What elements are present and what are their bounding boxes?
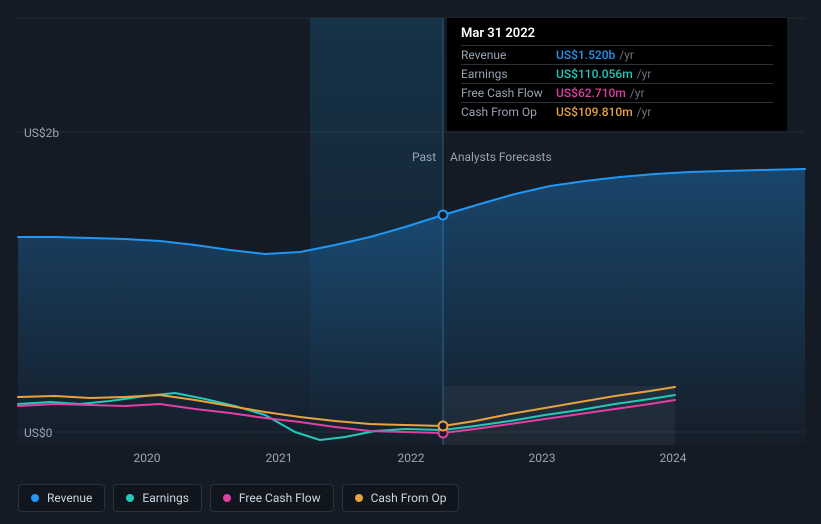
x-axis-label: 2021 xyxy=(266,451,293,465)
legend-label: Cash From Op xyxy=(371,491,447,505)
tooltip-row-value: US$62.710m xyxy=(556,86,626,100)
tooltip-row: Free Cash FlowUS$62.710m/yr xyxy=(461,83,773,102)
tooltip-row-label: Earnings xyxy=(461,67,556,81)
tooltip-row: EarningsUS$110.056m/yr xyxy=(461,64,773,83)
legend-label: Earnings xyxy=(142,491,189,505)
legend-dot-icon xyxy=(31,494,39,502)
legend-dot-icon xyxy=(355,494,363,502)
legend-item-cashop[interactable]: Cash From Op xyxy=(342,484,460,512)
legend-label: Revenue xyxy=(47,491,92,505)
tooltip-row-label: Free Cash Flow xyxy=(461,86,556,100)
legend-dot-icon xyxy=(223,494,231,502)
tooltip-row-value: US$109.810m xyxy=(556,105,633,119)
x-axis-label: 2020 xyxy=(134,451,161,465)
tooltip-row-label: Cash From Op xyxy=(461,105,556,119)
tooltip-row-value: US$1.520b xyxy=(556,48,615,62)
legend-item-fcf[interactable]: Free Cash Flow xyxy=(210,484,334,512)
x-axis-label: 2024 xyxy=(660,451,687,465)
y-axis-label-bottom: US$0 xyxy=(24,426,52,440)
legend-item-earnings[interactable]: Earnings xyxy=(113,484,202,512)
tooltip: Mar 31 2022 RevenueUS$1.520b/yrEarningsU… xyxy=(447,18,787,131)
legend-dot-icon xyxy=(126,494,134,502)
legend-item-revenue[interactable]: Revenue xyxy=(18,484,105,512)
legend-label: Free Cash Flow xyxy=(239,491,321,505)
tooltip-title: Mar 31 2022 xyxy=(461,26,773,41)
tooltip-row-suffix: /yr xyxy=(619,48,634,62)
legend: Revenue Earnings Free Cash Flow Cash From O… xyxy=(18,484,459,512)
period-label-past: Past xyxy=(412,150,436,164)
tooltip-row: RevenueUS$1.520b/yr xyxy=(461,45,773,64)
tooltip-row-suffix: /yr xyxy=(630,86,645,100)
period-label-forecast: Analysts Forecasts xyxy=(450,150,552,164)
tooltip-row: Cash From OpUS$109.810m/yr xyxy=(461,102,773,121)
tooltip-row-suffix: /yr xyxy=(637,67,652,81)
tooltip-row-value: US$110.056m xyxy=(556,67,633,81)
y-axis-label-top: US$2b xyxy=(24,126,59,140)
x-axis-label: 2023 xyxy=(529,451,556,465)
chart-container: US$2b US$0 Past Analysts Forecasts 2020 2… xyxy=(0,0,821,524)
tooltip-row-suffix: /yr xyxy=(637,105,652,119)
x-axis-label: 2022 xyxy=(398,451,425,465)
tooltip-row-label: Revenue xyxy=(461,48,556,62)
